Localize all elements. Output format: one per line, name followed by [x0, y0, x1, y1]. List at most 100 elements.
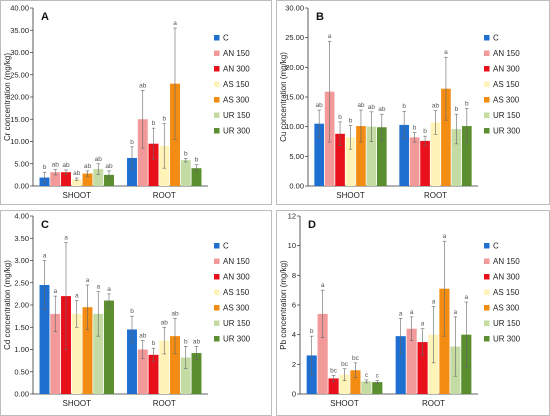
legend-swatch [484, 35, 490, 41]
y-tick-label: 1.50 [14, 323, 29, 332]
significance-letter: a [464, 294, 468, 301]
legend-swatch [214, 128, 220, 134]
legend-swatch [214, 97, 220, 103]
significance-letter: b [310, 328, 314, 335]
bar [377, 127, 387, 186]
y-tick-label: 6 [292, 301, 296, 310]
legend-label: AN 150 [493, 257, 520, 266]
y-tick-label: 2 [292, 360, 296, 369]
significance-letter: ab [316, 102, 324, 109]
bar [137, 119, 148, 186]
y-axis-label: Cu concentration (mg/kg) [279, 52, 288, 142]
legend-swatch [484, 336, 490, 342]
significance-letter: ab [432, 103, 440, 110]
y-tick-label: 10.00 [285, 122, 304, 131]
significance-letter: c [365, 372, 369, 379]
legend-label: AS 300 [223, 304, 250, 313]
significance-letter: ab [171, 310, 179, 317]
significance-letter: a [421, 321, 425, 328]
legend-label: AN 300 [493, 273, 520, 282]
significance-letter: a [75, 293, 79, 300]
bar [417, 342, 428, 394]
category-label: SHOOT [63, 191, 92, 200]
y-tick-label: 0 [292, 390, 296, 399]
category-label: ROOT [153, 191, 176, 200]
significance-letter: a [53, 288, 57, 295]
legend-label: AS 150 [493, 80, 520, 89]
legend-swatch [484, 66, 490, 72]
legend-label: AS 150 [223, 80, 250, 89]
significance-letter: a [107, 286, 111, 293]
significance-letter: a [410, 309, 414, 316]
significance-letter: bc [352, 355, 360, 362]
legend-swatch [484, 97, 490, 103]
bar [50, 172, 61, 186]
significance-letter: c [376, 373, 380, 380]
significance-letter: ab [52, 162, 60, 169]
bar [441, 88, 451, 186]
legend-swatch [214, 289, 220, 295]
bar [137, 349, 148, 394]
bar [439, 288, 450, 394]
chart-panel-c: 0.00 0.50 1.00 1.50 2.00 2.50 3.00 3.50 4.00 Cd c… [0, 210, 272, 416]
significance-letter: ab [73, 170, 81, 177]
bar [104, 300, 114, 394]
panel-letter: A [41, 11, 49, 23]
bar [372, 382, 383, 394]
significance-letter: b [43, 164, 47, 171]
significance-letter: ab [105, 163, 113, 170]
legend-label: AS 150 [493, 288, 520, 297]
category-label: SHOOT [63, 399, 92, 408]
bar [39, 284, 50, 394]
significance-letter: a [432, 298, 436, 305]
legend-label: UR 300 [493, 127, 521, 136]
category-label: ROOT [424, 191, 447, 200]
significance-letter: b [465, 100, 469, 107]
bar [127, 329, 137, 394]
y-tick-label: 2.00 [14, 301, 29, 310]
panel-letter: D [308, 219, 316, 231]
significance-letter: ab [193, 338, 201, 345]
legend-label: AS 150 [223, 288, 250, 297]
y-tick-label: 12 [288, 212, 296, 221]
bar [451, 129, 462, 186]
legend-swatch [484, 112, 490, 118]
significance-letter: ab [378, 106, 386, 113]
bar [180, 160, 191, 186]
significance-letter: a [64, 235, 68, 242]
legend-label: UR 300 [223, 335, 251, 344]
legend-swatch [484, 320, 490, 326]
y-tick-label: 0.00 [289, 182, 304, 191]
y-tick-label: 25.00 [10, 70, 29, 79]
bar [420, 140, 430, 186]
bar [350, 370, 361, 394]
y-tick-label: 30.00 [285, 4, 304, 13]
y-tick-label: 10.00 [10, 137, 29, 146]
panel-letter: C [41, 219, 49, 231]
bar [430, 122, 441, 186]
legend-label: UR 300 [493, 335, 521, 344]
legend-swatch [484, 50, 490, 56]
chart-panel-b: 0.00 5.00 10.00 15.00 20.00 25.00 30.00 Cu conc… [276, 0, 550, 205]
significance-letter: ab [95, 156, 103, 163]
category-label: ROOT [422, 399, 445, 408]
legend-swatch [484, 305, 490, 311]
legend-swatch [214, 35, 220, 41]
significance-letter: b [130, 308, 134, 315]
bar [462, 126, 472, 186]
y-tick-label: 40.00 [10, 4, 29, 13]
y-tick-label: 1.00 [14, 345, 29, 354]
legend-label: AN 300 [493, 65, 520, 74]
bar [93, 169, 104, 186]
legend-swatch [214, 112, 220, 118]
legend-label: AN 150 [223, 257, 250, 266]
significance-letter: a [173, 20, 177, 27]
bar [71, 179, 82, 186]
legend-label: UR 150 [223, 319, 251, 328]
legend-swatch [484, 258, 490, 264]
significance-letter: b [130, 139, 134, 146]
y-tick-label: 4 [292, 330, 296, 339]
significance-letter: a [328, 33, 332, 40]
legend-swatch [484, 243, 490, 249]
